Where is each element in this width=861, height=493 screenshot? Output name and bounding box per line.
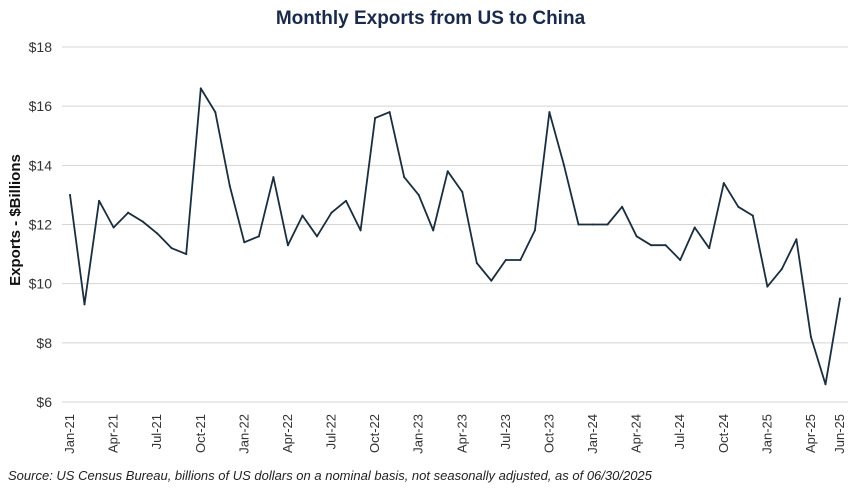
x-tick-label: Apr-24 <box>629 414 644 453</box>
y-tick-label: $12 <box>29 217 53 233</box>
data-point <box>650 244 653 247</box>
x-tick-label: Jul-22 <box>324 414 339 449</box>
data-point <box>417 193 420 196</box>
data-point <box>592 223 595 226</box>
x-tick-label: Jul-23 <box>498 414 513 449</box>
data-point <box>693 226 696 229</box>
x-tick-label: Jan-23 <box>411 414 426 454</box>
data-point <box>83 303 86 306</box>
data-point <box>606 223 609 226</box>
y-axis-label: Exports - $Billions <box>7 154 24 286</box>
x-tick-label: Oct-23 <box>541 414 556 453</box>
x-tick-label: Apr-21 <box>106 414 121 453</box>
y-tick-label: $6 <box>36 394 52 410</box>
data-point <box>751 214 754 217</box>
x-tick-label: Oct-22 <box>367 414 382 453</box>
data-point <box>98 199 101 202</box>
data-point <box>548 111 551 114</box>
data-point <box>156 232 159 235</box>
data-point <box>315 235 318 238</box>
y-tick-labels: $6 $8 $10 $12 $14 $16 $18 <box>29 39 53 410</box>
x-tick-label: Oct-24 <box>716 414 731 453</box>
data-point <box>824 383 827 386</box>
series-group <box>69 87 841 386</box>
x-tick-label: Jun-25 <box>832 414 847 454</box>
data-point <box>69 193 71 196</box>
gridlines <box>62 46 848 403</box>
data-point <box>766 285 769 288</box>
data-point <box>403 176 406 179</box>
x-tick-label: Apr-25 <box>803 414 818 453</box>
data-point <box>199 87 202 90</box>
data-point <box>272 176 275 179</box>
data-point <box>504 259 507 261</box>
x-tick-label: Oct-21 <box>193 414 208 453</box>
data-point <box>780 267 783 270</box>
data-point <box>519 259 522 261</box>
x-tick-label: Apr-22 <box>280 414 295 453</box>
data-point <box>664 244 667 247</box>
data-point <box>214 111 217 114</box>
data-point <box>577 223 580 226</box>
data-point <box>635 235 638 238</box>
x-tick-label: Jan-21 <box>62 414 77 454</box>
y-tick-label: $18 <box>29 39 53 55</box>
x-tick-label: Jan-22 <box>236 414 251 454</box>
chart-title: Monthly Exports from US to China <box>275 8 586 29</box>
data-point <box>330 211 333 214</box>
x-tick-label: Jul-21 <box>149 414 164 449</box>
y-tick-label: $10 <box>29 276 53 292</box>
data-point <box>359 229 362 232</box>
data-point <box>679 259 682 261</box>
x-tick-label: Jan-25 <box>759 414 774 454</box>
data-point <box>809 335 812 338</box>
y-tick-label: $14 <box>29 157 53 173</box>
data-point <box>795 238 798 241</box>
data-point <box>374 117 377 119</box>
data-point <box>533 229 536 232</box>
data-point <box>170 247 173 250</box>
data-point <box>432 229 435 232</box>
x-tick-label: Apr-23 <box>454 414 469 453</box>
x-tick-label: Jan-24 <box>585 414 600 454</box>
y-tick-label: $8 <box>36 335 52 351</box>
data-point <box>345 199 348 202</box>
data-point <box>243 241 246 244</box>
data-point <box>475 261 478 264</box>
data-point <box>461 190 464 193</box>
data-point <box>708 247 711 250</box>
data-point <box>446 170 449 173</box>
data-point <box>185 253 188 256</box>
data-point <box>257 235 260 238</box>
data-point <box>228 185 231 188</box>
data-point <box>562 164 565 167</box>
data-point <box>388 111 391 114</box>
x-tick-labels: Jan-21 Apr-21 Jul-21 Oct-21 Jan-22 Apr-22 Jul-… <box>62 414 847 454</box>
data-point <box>722 182 725 185</box>
data-point <box>301 214 304 217</box>
x-tick-label: Jul-24 <box>672 414 687 449</box>
data-point <box>286 244 289 247</box>
data-point <box>112 226 115 229</box>
y-tick-label: $16 <box>29 98 53 114</box>
data-point <box>737 205 740 208</box>
source-note: Source: US Census Bureau, billions of US… <box>8 468 652 483</box>
data-point <box>127 211 130 214</box>
data-point <box>490 279 493 282</box>
data-point <box>839 297 841 300</box>
series-line <box>69 87 841 386</box>
data-point <box>141 220 144 223</box>
data-point <box>621 205 624 208</box>
